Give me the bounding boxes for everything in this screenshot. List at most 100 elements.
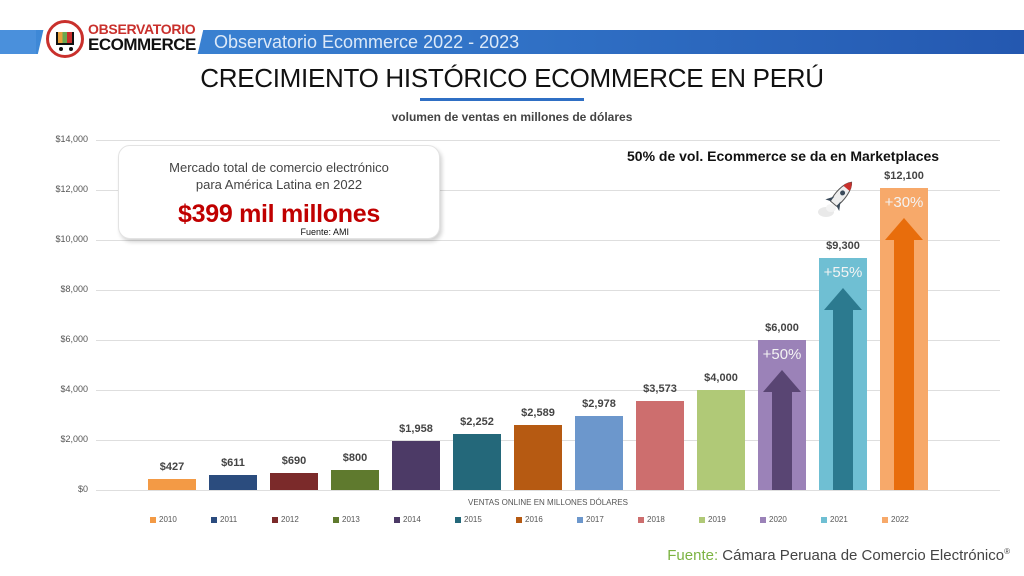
legend-swatch xyxy=(272,516,278,523)
legend-item-2013: 2013 xyxy=(333,515,394,524)
callout-line-1: Mercado total de comercio electrónico xyxy=(169,160,389,175)
up-arrow-icon xyxy=(763,370,801,392)
legend-label: 2016 xyxy=(525,515,543,524)
callout-amount: $399 mil millones xyxy=(178,200,380,228)
legend-label: 2018 xyxy=(647,515,665,524)
bar-2016 xyxy=(514,425,562,490)
legend-label: 2014 xyxy=(403,515,421,524)
logo-text-bottom: ECOMMERCE xyxy=(88,35,196,54)
logo-text-top: OBSERVATORIO xyxy=(88,21,196,37)
legend-label: 2011 xyxy=(220,515,238,524)
gridline xyxy=(96,490,1000,491)
legend-item-2021: 2021 xyxy=(821,515,882,524)
page-title: CRECIMIENTO HISTÓRICO ECOMMERCE EN PERÚ xyxy=(200,63,824,93)
bar-value-label: $690 xyxy=(281,454,307,467)
growth-label: +30% xyxy=(884,193,924,211)
title-underline xyxy=(420,98,584,101)
chart-subtitle: volumen de ventas en millones de dólares xyxy=(391,110,633,124)
legend-swatch xyxy=(760,516,766,523)
bar-value-label: $3,573 xyxy=(643,382,677,395)
x-axis-title: VENTAS ONLINE EN MILLONES DÓLARES xyxy=(468,498,628,507)
bar-value-label: $9,300 xyxy=(826,239,860,252)
gridline xyxy=(96,240,1000,241)
legend-item-2011: 2011 xyxy=(211,515,272,524)
legend-item-2010: 2010 xyxy=(150,515,211,524)
growth-label: +55% xyxy=(823,263,863,281)
rocket-icon xyxy=(818,181,853,217)
y-tick-label: $4,000 xyxy=(60,384,88,394)
legend-label: 2020 xyxy=(769,515,787,524)
bar-2021: +55% xyxy=(819,257,867,490)
legend-label: 2010 xyxy=(159,515,177,524)
bar-value-label: $1,958 xyxy=(399,423,433,436)
bar-2014 xyxy=(392,441,440,490)
legend-item-2012: 2012 xyxy=(272,515,333,524)
legend-item-2016: 2016 xyxy=(516,515,577,524)
legend-swatch xyxy=(638,516,644,523)
bar-2018 xyxy=(636,400,684,490)
legend-label: 2015 xyxy=(464,515,482,524)
header-title: Observatorio Ecommerce 2022 - 2023 xyxy=(214,32,520,52)
legend-swatch xyxy=(821,516,827,523)
legend-item-2014: 2014 xyxy=(394,515,455,524)
footer-source-text: Cámara Peruana de Comercio Electrónico xyxy=(718,547,1005,564)
marketplaces-note: 50% de vol. Ecommerce se da en Marketpla… xyxy=(627,148,940,164)
gridline xyxy=(96,190,1000,191)
legend-swatch xyxy=(577,516,583,523)
legend-swatch xyxy=(516,516,522,523)
registered-mark: ® xyxy=(1004,547,1010,556)
y-tick-label: $2,000 xyxy=(60,434,88,444)
y-tick-label: $12,000 xyxy=(55,184,88,194)
gridline xyxy=(96,390,1000,391)
legend-swatch xyxy=(394,516,400,523)
legend-swatch xyxy=(455,516,461,523)
cart-logo-icon xyxy=(46,20,84,58)
up-arrow-icon xyxy=(885,217,923,240)
bar-value-label: $2,589 xyxy=(521,407,555,420)
legend-swatch xyxy=(150,516,156,523)
legend-item-2019: 2019 xyxy=(699,515,760,524)
y-tick-label: $14,000 xyxy=(55,134,88,144)
bar-2012 xyxy=(270,472,318,490)
bar-value-label: $2,978 xyxy=(582,397,616,410)
bar-2013 xyxy=(331,470,379,490)
arrow-shaft xyxy=(894,239,914,490)
legend-swatch xyxy=(882,516,888,523)
footer-source: Fuente: Cámara Peruana de Comercio Elect… xyxy=(667,547,1010,564)
legend-item-2017: 2017 xyxy=(577,515,638,524)
callout-line-2: para América Latina en 2022 xyxy=(195,177,363,192)
gridline xyxy=(96,290,1000,291)
legend-label: 2017 xyxy=(586,515,604,524)
growth-label: +50% xyxy=(762,346,802,363)
legend-label: 2021 xyxy=(830,515,848,524)
bar-value-label: $2,252 xyxy=(460,415,494,428)
legend-label: 2012 xyxy=(281,515,299,524)
y-tick-label: $8,000 xyxy=(60,284,88,294)
legend-item-2022: 2022 xyxy=(882,515,943,524)
legend-item-2015: 2015 xyxy=(455,515,516,524)
legend-swatch xyxy=(211,516,217,523)
footer-source-label: Fuente: xyxy=(667,547,719,564)
chart-legend: 2010 2011 2012 2013 2014 2015 2016 2017 2018 2019… xyxy=(150,515,943,524)
legend-label: 2019 xyxy=(708,515,726,524)
legend-label: 2022 xyxy=(891,515,909,524)
bar-2020: +50% xyxy=(758,340,806,490)
bar-2015 xyxy=(453,433,501,490)
y-tick-label: $10,000 xyxy=(55,234,88,244)
bar-value-label: $427 xyxy=(159,461,185,474)
bar-value-label: $611 xyxy=(221,456,245,469)
bar-value-label: $800 xyxy=(342,452,368,464)
legend-item-2020: 2020 xyxy=(760,515,821,524)
y-tick-label: $0 xyxy=(77,484,88,494)
up-arrow-icon xyxy=(824,287,862,310)
bar-value-label: $4,000 xyxy=(704,372,738,384)
arrow-shaft xyxy=(833,309,853,490)
y-tick-label: $6,000 xyxy=(60,334,88,344)
bar-2011 xyxy=(209,474,257,490)
gridline xyxy=(96,340,1000,341)
callout-source: Fuente: AMI xyxy=(300,227,349,237)
bar-2022: +30% xyxy=(880,187,928,490)
header-left-strip xyxy=(0,30,36,54)
bar-value-label: $6,000 xyxy=(765,322,799,334)
legend-item-2018: 2018 xyxy=(638,515,699,524)
